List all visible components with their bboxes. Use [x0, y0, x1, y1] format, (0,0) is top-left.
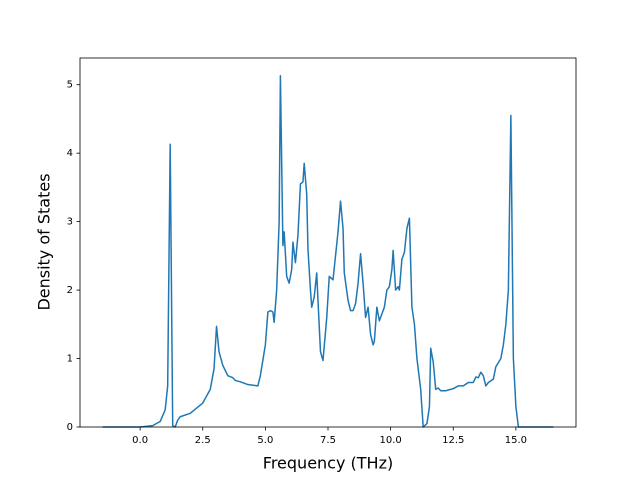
y-tick-label: 1 [67, 354, 73, 365]
y-tick-label: 3 [67, 217, 73, 228]
x-axis-label: Frequency (THz) [263, 454, 393, 473]
x-tick-label: 5.0 [257, 435, 273, 446]
y-tick-label: 2 [67, 285, 73, 296]
x-tick-label: 12.5 [442, 435, 464, 446]
y-axis-label: Density of States [35, 173, 54, 310]
y-tick-label: 4 [67, 148, 73, 159]
y-tick-label: 0 [67, 422, 73, 433]
x-tick-label: 2.5 [195, 435, 211, 446]
y-tick-label: 5 [67, 80, 73, 91]
x-tick-label: 0.0 [132, 435, 148, 446]
line [102, 75, 554, 428]
plot-frame [79, 57, 577, 428]
x-tick-label: 15.0 [505, 435, 527, 446]
x-tick-label: 7.5 [320, 435, 336, 446]
x-tick-label: 10.0 [379, 435, 401, 446]
